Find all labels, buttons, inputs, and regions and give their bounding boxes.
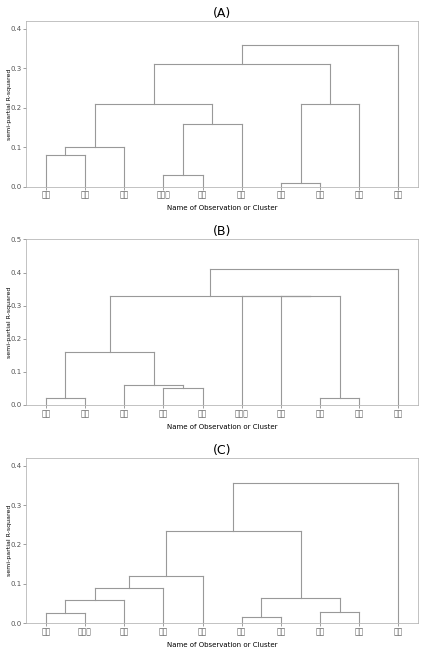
Title: (B): (B)	[213, 225, 231, 238]
X-axis label: Name of Observation or Cluster: Name of Observation or Cluster	[167, 424, 278, 430]
X-axis label: Name of Observation or Cluster: Name of Observation or Cluster	[167, 206, 278, 212]
Y-axis label: semi-partial R-squared: semi-partial R-squared	[7, 68, 12, 140]
X-axis label: Name of Observation or Cluster: Name of Observation or Cluster	[167, 642, 278, 648]
Title: (A): (A)	[213, 7, 231, 20]
Y-axis label: semi-partial R-squared: semi-partial R-squared	[7, 505, 12, 576]
Title: (C): (C)	[213, 443, 231, 457]
Y-axis label: semi-partial R-squared: semi-partial R-squared	[7, 286, 12, 358]
